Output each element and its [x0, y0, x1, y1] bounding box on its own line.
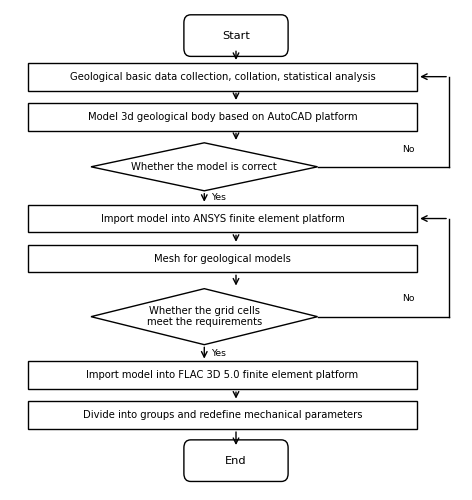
Text: Import model into ANSYS finite element platform: Import model into ANSYS finite element p…: [101, 214, 344, 224]
Bar: [27, 63, 417, 90]
Text: Start: Start: [222, 30, 250, 40]
Text: Yes: Yes: [211, 349, 226, 358]
Bar: [27, 204, 417, 233]
Text: End: End: [225, 456, 247, 466]
Bar: [27, 103, 417, 130]
Text: Divide into groups and redefine mechanical parameters: Divide into groups and redefine mechanic…: [83, 410, 362, 420]
Bar: [27, 244, 417, 272]
Text: Whether the model is correct: Whether the model is correct: [131, 162, 277, 172]
Text: No: No: [402, 294, 414, 304]
Polygon shape: [91, 288, 318, 344]
Text: Import model into FLAC 3D 5.0 finite element platform: Import model into FLAC 3D 5.0 finite ele…: [86, 370, 358, 380]
FancyBboxPatch shape: [184, 440, 288, 482]
Text: Yes: Yes: [211, 193, 226, 202]
Bar: [27, 362, 417, 389]
FancyBboxPatch shape: [184, 15, 288, 56]
Text: Model 3d geological body based on AutoCAD platform: Model 3d geological body based on AutoCA…: [88, 112, 357, 122]
Bar: [27, 402, 417, 429]
Text: No: No: [402, 145, 414, 154]
Text: Geological basic data collection, collation, statistical analysis: Geological basic data collection, collat…: [69, 72, 375, 82]
Polygon shape: [91, 143, 318, 191]
Text: Mesh for geological models: Mesh for geological models: [154, 254, 291, 264]
Text: Whether the grid cells
meet the requirements: Whether the grid cells meet the requirem…: [147, 306, 262, 328]
